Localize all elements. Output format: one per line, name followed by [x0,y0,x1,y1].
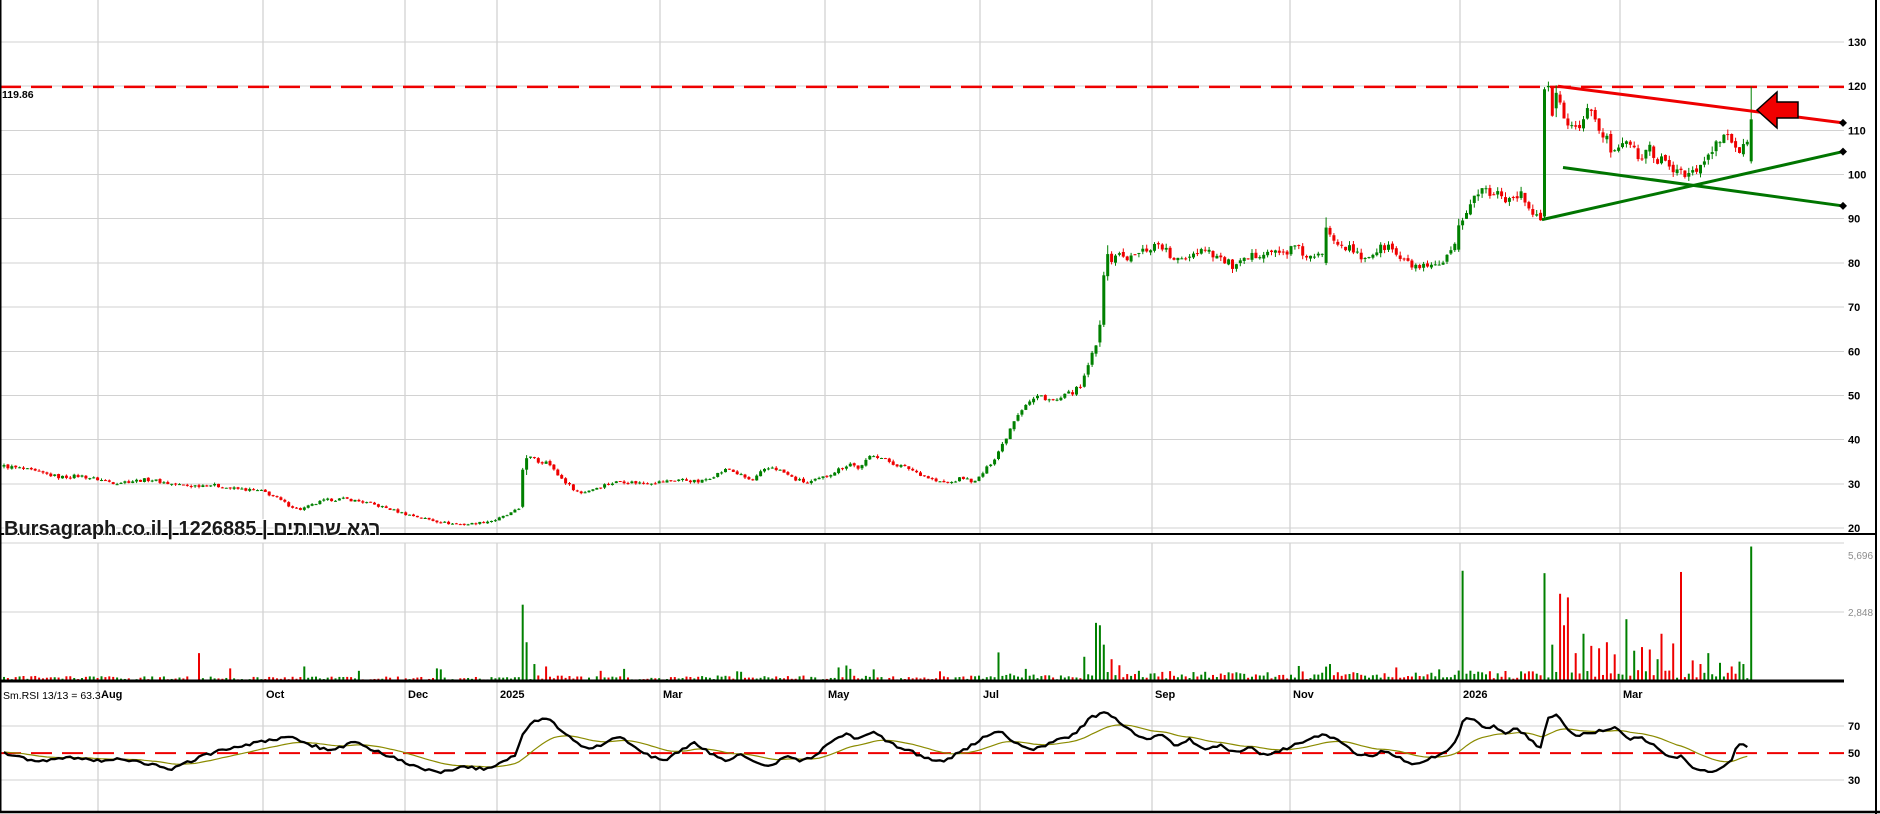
x-tick-label: 2026 [1463,689,1487,701]
price-tick-label: 50 [1848,390,1860,402]
x-tick-label: 2025 [500,689,524,701]
trendline-endpoint-diamond [1839,118,1847,127]
trendline-endpoint-diamond [1839,147,1847,156]
price-tick-label: 30 [1848,479,1860,491]
watermark-text: Bursagraph.co.il | 1226885 | רגא שרותים [4,518,381,540]
x-tick-label: Jul [983,689,999,701]
vertical-gridlines [97,0,1621,811]
support-falling-line [1562,166,1844,208]
price-tick-label: 70 [1848,302,1860,314]
price-tick-label: 60 [1848,346,1860,358]
rsi-gridlines: 70 50 30 [0,721,1860,787]
price-tick-label: 110 [1848,125,1866,137]
rsi-tick-label: 70 [1848,721,1860,733]
x-tick-label: Sep [1155,689,1175,701]
left-arrow-annotation [1755,90,1799,130]
price-tick-label: 80 [1848,258,1860,270]
resistance-line [1557,84,1844,125]
rsi-indicator-label: Sm.RSI 13/13 = 63.3 [3,690,101,702]
rsi-indicator [3,711,1748,775]
x-tick-label: May [828,689,850,701]
price-tick-label: 100 [1848,170,1866,182]
price-tick-label: 20 [1848,523,1860,535]
volume-gridlines: 5,696 2,848 [0,542,1873,619]
volume-tick-label: 5,696 [1848,551,1873,562]
x-tick-label: Nov [1293,689,1315,701]
x-tick-label: Oct [266,689,285,701]
rsi-tick-label: 30 [1848,775,1860,787]
x-tick-label: Mar [663,689,683,701]
x-tick-label: Mar [1623,689,1643,701]
rsi-main-line [3,711,1748,775]
alert-price-label: 119.86 [2,89,34,101]
price-gridlines [0,41,1844,529]
volume-bars [3,546,1753,681]
x-axis-labels: Aug Oct Dec 2025 Mar May Jul Sep Nov 2026 Mar [101,689,1643,701]
volume-tick-label: 2,848 [1848,608,1873,619]
price-tick-label: 130 [1848,37,1866,49]
x-tick-label: Aug [101,689,122,701]
price-tick-label: 40 [1848,435,1860,447]
rsi-smoothing-line [3,724,1748,768]
price-tick-label: 90 [1848,214,1860,226]
rsi-tick-label: 50 [1848,748,1860,760]
price-tick-labels: 130 120 110 100 90 80 70 60 50 40 30 20 [1848,37,1866,535]
candlesticks [2,81,1753,526]
x-tick-label: Dec [408,689,428,701]
trendline-endpoint-diamond [1839,201,1847,210]
price-tick-label: 120 [1848,81,1866,93]
